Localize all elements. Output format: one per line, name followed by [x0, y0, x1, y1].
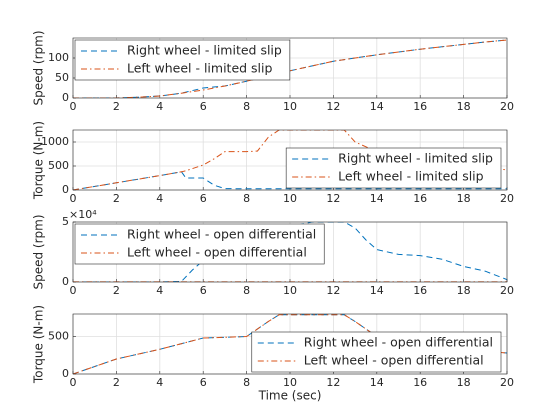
x-tick-label: 10 — [283, 192, 297, 205]
y-exponent: ×10⁴ — [69, 208, 97, 221]
x-tick-label: 12 — [326, 100, 340, 113]
axes-box — [72, 129, 508, 191]
legend-label: Left wheel - limited slip — [127, 61, 273, 76]
legend-label: Left wheel - open differential — [127, 245, 307, 260]
y-axis-label: Speed (rpm) — [32, 30, 46, 105]
legend-label: Right wheel - open differential — [127, 227, 316, 242]
x-tick-label: 6 — [200, 284, 207, 297]
legend-label: Right wheel - limited slip — [338, 151, 493, 166]
x-tick-label: 0 — [70, 284, 77, 297]
x-tick-label: 8 — [243, 100, 250, 113]
legend-box — [74, 39, 291, 81]
x-tick-label: 18 — [457, 100, 471, 113]
x-tick-label: 20 — [500, 284, 514, 297]
x-tick-label: 12 — [326, 192, 340, 205]
x-tick-label: 12 — [326, 284, 340, 297]
legend: Right wheel - open differential Left whee… — [251, 331, 502, 373]
legend-box — [285, 147, 502, 189]
x-tick-label: 0 — [70, 192, 77, 205]
legend: Right wheel - limited slip Left wheel - l… — [285, 147, 502, 189]
y-tick-label: 0 — [62, 91, 69, 104]
legend-label: Right wheel - open differential — [304, 335, 493, 350]
x-tick-label: 4 — [156, 100, 163, 113]
x-axis-label: Time (sec) — [258, 389, 322, 403]
x-tick-label: 16 — [413, 192, 427, 205]
y-axis-label: Torque (N-m) — [32, 305, 46, 384]
series-line — [73, 222, 507, 282]
y-tick-label: 1000 — [41, 135, 69, 148]
y-axis-label: Speed (rpm) — [32, 214, 46, 289]
x-tick-label: 2 — [113, 192, 120, 205]
x-tick-label: 8 — [243, 376, 250, 389]
y-tick-label: 50 — [55, 71, 69, 84]
y-tick-label: 0 — [62, 183, 69, 196]
x-tick-label: 10 — [283, 100, 297, 113]
x-tick-label: 18 — [457, 376, 471, 389]
x-tick-label: 2 — [113, 100, 120, 113]
y-tick-label: 0 — [62, 367, 69, 380]
x-tick-label: 0 — [70, 376, 77, 389]
x-tick-label: 6 — [200, 100, 207, 113]
legend-label: Left wheel - limited slip — [338, 169, 484, 184]
x-tick-label: 12 — [326, 376, 340, 389]
x-tick-label: 4 — [156, 376, 163, 389]
legend-box — [251, 331, 502, 373]
x-tick-label: 10 — [283, 376, 297, 389]
x-tick-label: 14 — [370, 284, 384, 297]
x-tick-label: 2 — [113, 376, 120, 389]
x-tick-label: 4 — [156, 192, 163, 205]
legend-box — [74, 223, 325, 265]
x-tick-label: 20 — [500, 376, 514, 389]
legend: Right wheel - limited slip Left wheel - l… — [74, 39, 291, 81]
x-tick-label: 6 — [200, 192, 207, 205]
x-tick-label: 20 — [500, 100, 514, 113]
y-tick-label: 5 — [62, 215, 69, 228]
axes-box — [72, 221, 508, 283]
x-tick-label: 16 — [413, 100, 427, 113]
x-tick-label: 14 — [370, 376, 384, 389]
y-tick-label: 500 — [48, 159, 69, 172]
x-tick-label: 10 — [283, 284, 297, 297]
x-tick-label: 8 — [243, 192, 250, 205]
x-tick-label: 18 — [457, 284, 471, 297]
axes-box — [72, 313, 508, 375]
x-tick-label: 16 — [413, 376, 427, 389]
series-line — [73, 130, 507, 190]
legend-label: Right wheel - limited slip — [127, 43, 282, 58]
y-tick-label: 500 — [48, 330, 69, 343]
x-tick-label: 0 — [70, 100, 77, 113]
x-tick-label: 2 — [113, 284, 120, 297]
x-tick-label: 20 — [500, 192, 514, 205]
legend-label: Left wheel - open differential — [304, 353, 484, 368]
x-tick-label: 16 — [413, 284, 427, 297]
x-tick-label: 8 — [243, 284, 250, 297]
series-line — [73, 171, 507, 190]
axes-box — [72, 37, 508, 99]
x-tick-label: 14 — [370, 192, 384, 205]
x-tick-label: 6 — [200, 376, 207, 389]
y-tick-label: 100 — [48, 51, 69, 64]
y-tick-label: 0 — [62, 275, 69, 288]
x-tick-label: 14 — [370, 100, 384, 113]
legend: Right wheel - open differential Left whee… — [74, 223, 325, 265]
x-tick-label: 4 — [156, 284, 163, 297]
y-axis-label: Torque (N-m) — [32, 121, 46, 200]
x-tick-label: 18 — [457, 192, 471, 205]
